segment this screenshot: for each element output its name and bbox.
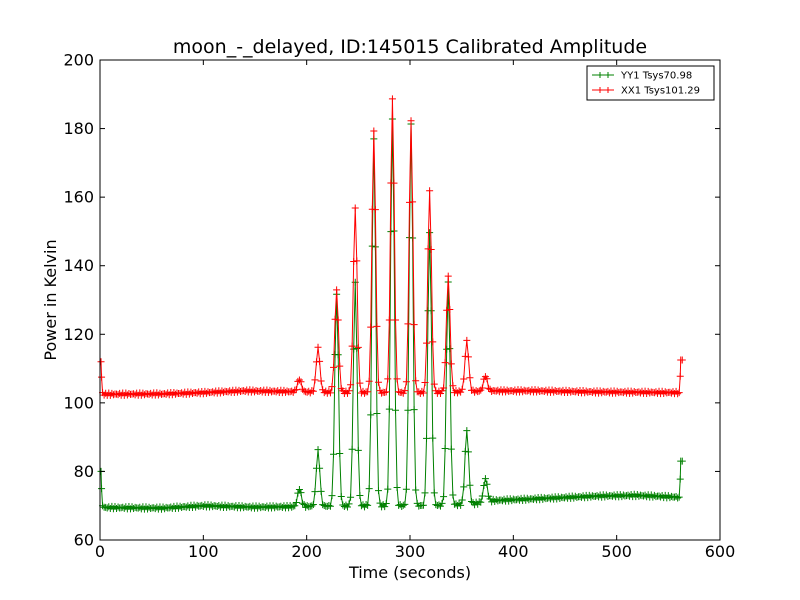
x-tick-label: 600 <box>705 542 736 561</box>
x-tick-label: 400 <box>498 542 529 561</box>
y-tick-label: 180 <box>63 119 94 138</box>
y-tick-label: 140 <box>63 256 94 275</box>
legend-marker-xx1 <box>597 87 611 93</box>
y-tick-label: 160 <box>63 188 94 207</box>
plot-area <box>100 60 720 540</box>
y-tick-label: 60 <box>74 531 94 550</box>
x-tick-label: 200 <box>291 542 322 561</box>
y-tick-label: 100 <box>63 393 94 412</box>
legend-marker-yy1 <box>597 72 611 78</box>
legend-label-xx1: XX1 Tsys101.29 <box>621 86 700 97</box>
series-markers <box>97 95 686 399</box>
x-tick-label: 300 <box>395 542 426 561</box>
x-axis-label: Time (seconds) <box>348 563 471 582</box>
y-tick-label: 120 <box>63 325 94 344</box>
x-tick-label: 0 <box>95 542 105 561</box>
series-xx1 <box>97 95 686 399</box>
series-layer <box>97 95 686 513</box>
legend-box <box>586 65 715 101</box>
legend-label-yy1: YY1 Tsys70.98 <box>620 71 692 82</box>
y-tick-label: 80 <box>74 462 94 481</box>
ticks-layer: 0 100 200 300 400 500 600 60 80 100 120 140 160 180 20… <box>63 51 735 562</box>
x-tick-label: 100 <box>188 542 219 561</box>
chart-title: moon_-_delayed, ID:145015 Calibrated Amp… <box>173 36 647 58</box>
y-axis-label: Power in Kelvin <box>41 239 60 360</box>
legend: YY1 Tsys70.98 XX1 Tsys101.29 <box>586 65 715 101</box>
y-tick-label: 200 <box>63 51 94 70</box>
x-tick-label: 500 <box>601 542 632 561</box>
